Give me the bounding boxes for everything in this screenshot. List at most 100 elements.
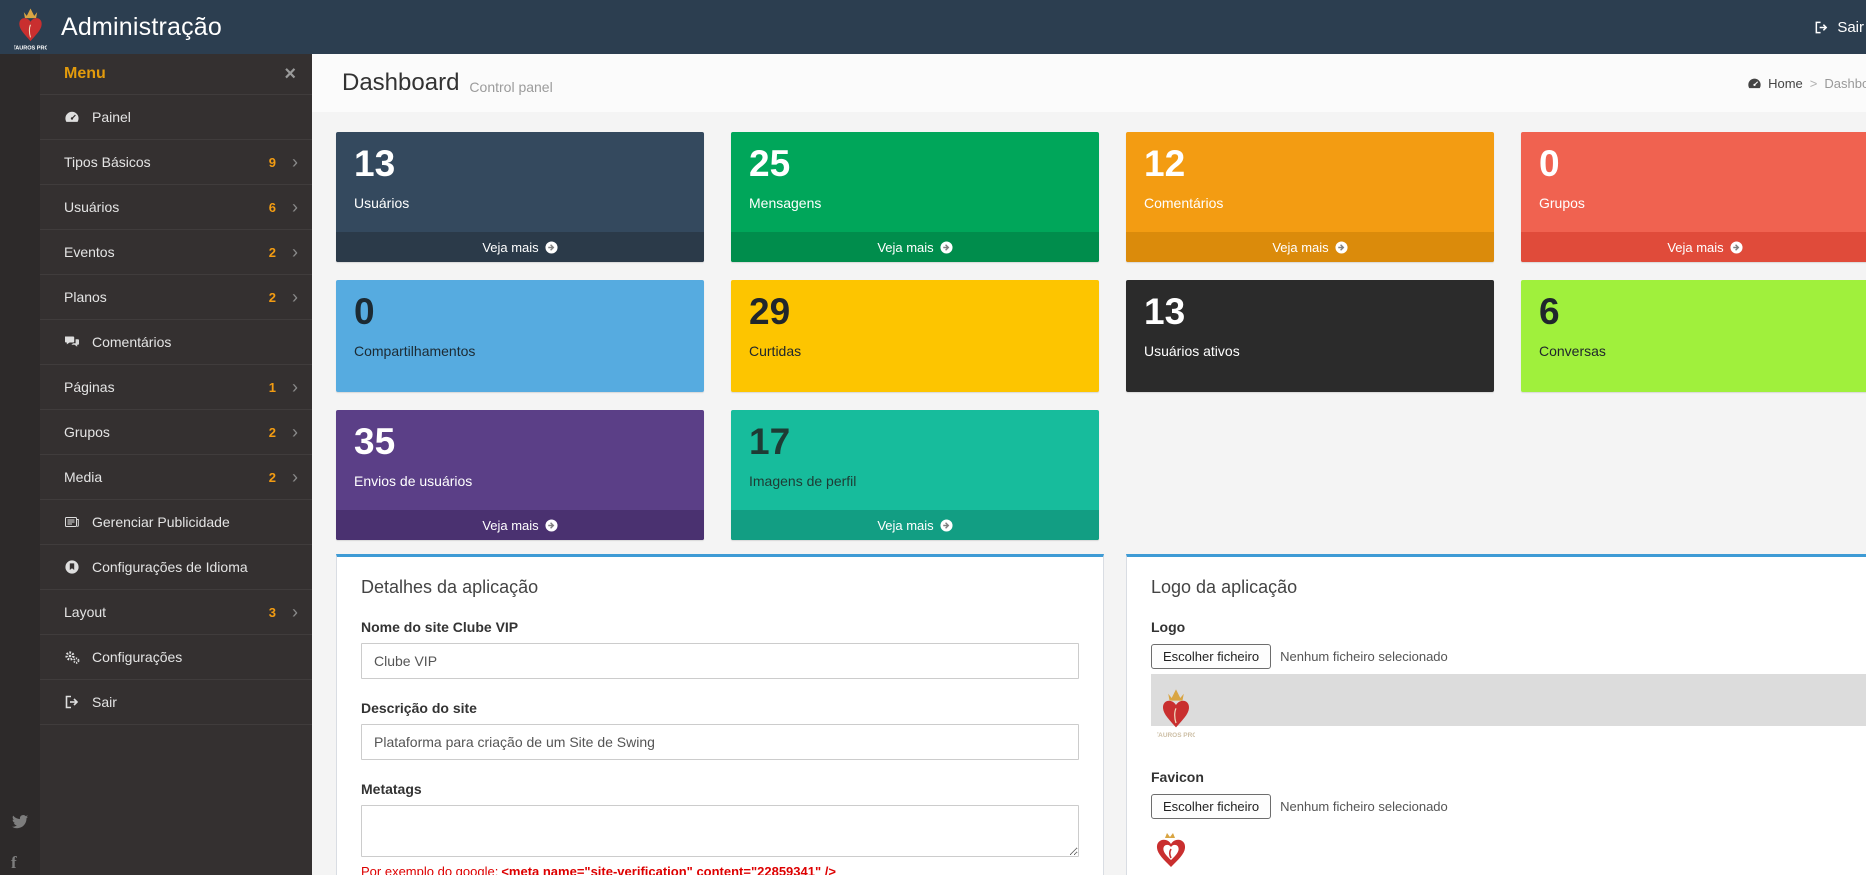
veja-mais-label: Veja mais — [877, 239, 934, 255]
sidebar-item-label: Painel — [92, 109, 131, 125]
stat-label: Imagens de perfil — [749, 472, 857, 489]
sidebar-item-planos[interactable]: Planos 2 › — [40, 275, 312, 320]
sidebar-item-paginas[interactable]: Páginas 1 › — [40, 365, 312, 410]
stat-label: Grupos — [1539, 194, 1585, 211]
chevron-right-icon: › — [292, 602, 298, 622]
sidebar-item-comentarios[interactable]: Comentários — [40, 320, 312, 365]
sidebar-item-layout[interactable]: Layout 3 › — [40, 590, 312, 635]
facebook-icon[interactable]: f — [11, 853, 17, 872]
sidebar-item-configuracoes[interactable]: Configurações — [40, 635, 312, 680]
logout-label: Sair — [1837, 18, 1864, 36]
veja-mais-link[interactable]: Veja mais — [336, 232, 704, 262]
count-badge: 2 — [268, 469, 276, 485]
page-subtitle: Control panel — [469, 79, 553, 95]
stat-box-usuarios: 13 Usuários Veja mais — [336, 132, 704, 262]
menu-header: Menu × — [40, 54, 312, 95]
stat-label: Curtidas — [749, 342, 802, 359]
sidebar-item-eventos[interactable]: Eventos 2 › — [40, 230, 312, 275]
choose-file-button[interactable]: Escolher ficheiro — [1151, 644, 1272, 669]
stat-box-usuarios-ativos: 13 Usuários ativos — [1126, 280, 1494, 392]
sidebar: f Menu × Painel Tipos Básicos 9 › Usuári… — [0, 54, 312, 875]
stat-value: 0 — [1539, 143, 1560, 184]
count-badge: 2 — [268, 289, 276, 305]
panel-logo-aplicacao: Logo da aplicação Logo Escolher ficheiro… — [1126, 554, 1866, 875]
close-icon[interactable]: × — [284, 63, 296, 85]
chevron-right-icon: › — [292, 377, 298, 397]
no-file-selected-text: Nenhum ficheiro selecionado — [1280, 649, 1448, 664]
sidebar-item-painel[interactable]: Painel — [40, 95, 312, 140]
stat-box-comentarios: 12 Comentários Veja mais — [1126, 132, 1494, 262]
arrow-circle-right-icon — [1335, 240, 1348, 254]
arrow-circle-right-icon — [545, 240, 558, 254]
choose-file-button[interactable]: Escolher ficheiro — [1151, 794, 1272, 819]
count-badge: 1 — [268, 379, 276, 395]
brand-logo[interactable]: TAUROS PRO — [0, 0, 47, 54]
breadcrumb: Home > Dashboard — [1747, 54, 1866, 112]
chevron-right-icon: › — [292, 152, 298, 172]
count-badge: 9 — [268, 154, 276, 170]
sign-out-icon — [64, 694, 82, 710]
stat-label: Compartilhamentos — [354, 342, 476, 359]
favicon-file-input: Escolher ficheiro Nenhum ficheiro seleci… — [1151, 794, 1866, 819]
top-navbar: TAUROS PRO Administração Sair — [0, 0, 1866, 54]
stat-box-grupos: 0 Grupos Veja mais — [1521, 132, 1866, 262]
sidebar-item-grupos[interactable]: Grupos 2 › — [40, 410, 312, 455]
stat-value: 35 — [354, 421, 396, 462]
sidebar-item-sair[interactable]: Sair — [40, 680, 312, 725]
sidebar-item-usuarios[interactable]: Usuários 6 › — [40, 185, 312, 230]
content-header: Dashboard Control panel Home > Dashboard — [312, 54, 1866, 112]
sidebar-item-label: Comentários — [92, 334, 172, 350]
metatags-textarea[interactable] — [361, 805, 1079, 857]
sidebar-item-tipos-basicos[interactable]: Tipos Básicos 9 › — [40, 140, 312, 185]
breadcrumb-separator: > — [1809, 75, 1818, 91]
comments-icon — [64, 334, 82, 350]
veja-mais-label: Veja mais — [877, 517, 934, 533]
sidebar-item-media[interactable]: Media 2 › — [40, 455, 312, 500]
sidebar-item-label: Layout — [64, 604, 107, 620]
sidebar-menu: Menu × Painel Tipos Básicos 9 › Usuários… — [40, 54, 312, 725]
veja-mais-link[interactable]: Veja mais — [731, 510, 1099, 540]
logout-link[interactable]: Sair — [1814, 0, 1866, 54]
stat-label: Envios de usuários — [354, 472, 473, 489]
stat-box-conversas: 6 Conversas — [1521, 280, 1866, 392]
sidebar-item-label: Configurações de Idioma — [92, 559, 248, 575]
metatags-label: Metatags — [361, 781, 422, 797]
breadcrumb-home-link[interactable]: Home — [1747, 76, 1803, 91]
sidebar-item-configuracoes-idioma[interactable]: Configurações de Idioma — [40, 545, 312, 590]
stat-box-compartilhamentos: 0 Compartilhamentos — [336, 280, 704, 392]
stat-value: 29 — [749, 291, 791, 332]
veja-mais-link[interactable]: Veja mais — [1126, 232, 1494, 262]
sidebar-item-gerenciar-publicidade[interactable]: Gerenciar Publicidade — [40, 500, 312, 545]
veja-mais-label: Veja mais — [482, 239, 539, 255]
logo-preview-image: TAUROS PRO — [1157, 689, 1195, 739]
sidebar-item-label: Sair — [92, 694, 117, 710]
veja-mais-link[interactable]: Veja mais — [336, 510, 704, 540]
panel-title: Logo da aplicação — [1151, 577, 1298, 597]
stat-value: 0 — [354, 291, 375, 332]
veja-mais-link[interactable]: Veja mais — [1521, 232, 1866, 262]
gears-icon — [64, 649, 82, 665]
stat-label: Usuários — [354, 194, 410, 211]
logo-label: Logo — [1151, 619, 1186, 635]
sidebar-item-label: Usuários — [64, 199, 120, 215]
stat-box-curtidas: 29 Curtidas — [731, 280, 1099, 392]
stat-row-1: 13 Usuários Veja mais 25 Mensagens Veja ma… — [336, 132, 1866, 262]
social-strip: f — [0, 54, 40, 875]
veja-mais-label: Veja mais — [1272, 239, 1329, 255]
breadcrumb-home-label: Home — [1768, 75, 1803, 91]
twitter-icon[interactable] — [11, 813, 29, 831]
logo-preview-strip: TAUROS PRO — [1151, 674, 1866, 739]
gauge-icon — [1748, 78, 1761, 88]
veja-mais-link[interactable]: Veja mais — [731, 232, 1099, 262]
note-prefix: Por exemplo do google: — [361, 864, 499, 875]
stat-value: 6 — [1539, 291, 1560, 332]
panels-row: Detalhes da aplicação Nome do site Clube… — [312, 540, 1866, 875]
sidebar-item-label: Grupos — [64, 424, 110, 440]
arrow-circle-right-icon — [940, 518, 953, 532]
stat-box-envios-usuarios: 35 Envios de usuários Veja mais — [336, 410, 704, 540]
stat-row-2: 0 Compartilhamentos 29 Curtidas 13 Usuários… — [336, 280, 1866, 392]
stat-label: Conversas — [1539, 342, 1606, 359]
site-name-input[interactable] — [361, 643, 1079, 679]
site-description-input[interactable] — [361, 724, 1079, 760]
stat-boxes: 13 Usuários Veja mais 25 Mensagens Veja ma… — [312, 112, 1866, 540]
